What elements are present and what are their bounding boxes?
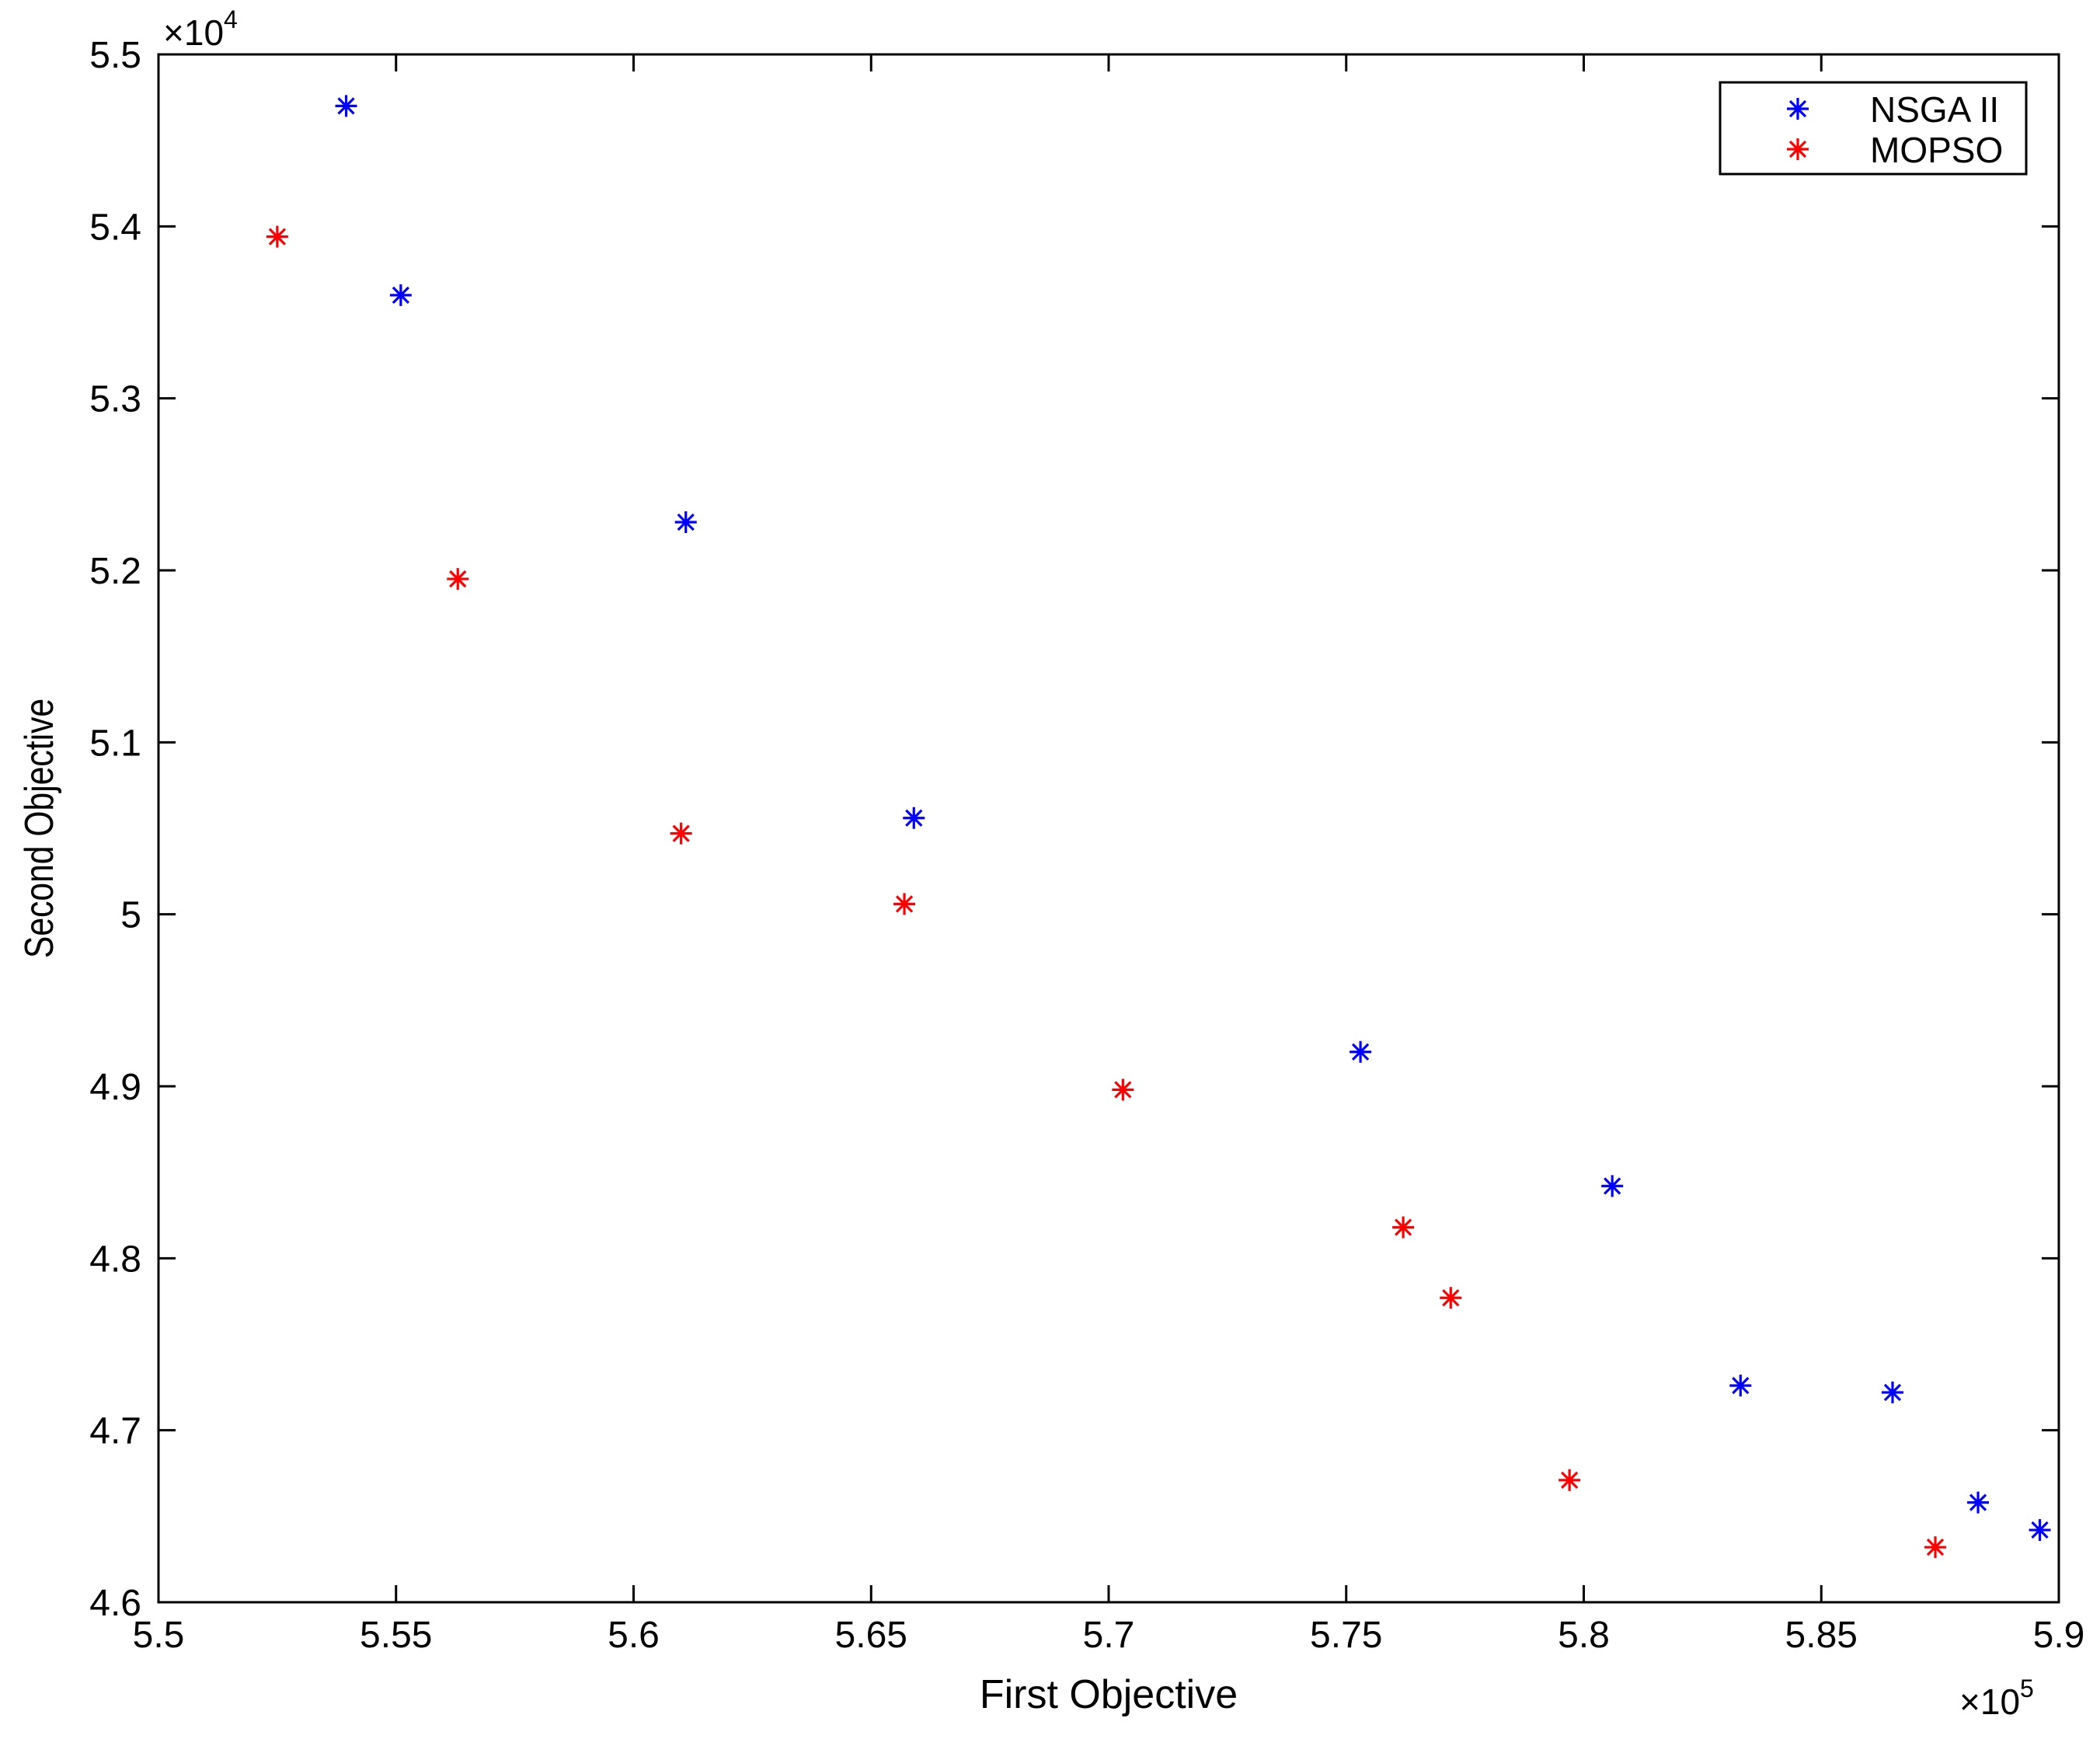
data-point-nsga-ii <box>1881 1381 1903 1403</box>
y-exponent-power: 4 <box>224 5 238 33</box>
data-point-nsga-ii <box>1967 1491 1990 1514</box>
y-tick-label: 5 <box>120 895 141 936</box>
data-point-nsga-ii <box>674 511 697 534</box>
x-tick-label: 5.85 <box>1785 1615 1858 1656</box>
legend-label-nsga-ii: NSGA II <box>1870 89 1999 130</box>
data-point-mopso <box>893 893 916 915</box>
data-point-mopso <box>1924 1536 1947 1559</box>
data-point-mopso <box>1558 1469 1581 1491</box>
y-tick-label: 4.7 <box>89 1411 141 1452</box>
plot-area-frame <box>157 53 2060 1604</box>
x-tick-label: 5.6 <box>608 1615 660 1656</box>
x-tick-label: 5.65 <box>835 1615 907 1656</box>
y-tick-label: 4.6 <box>89 1583 141 1624</box>
x-exponent-label: ×105 <box>1959 1675 2034 1722</box>
legend-marker-nsga-ii <box>1787 98 1809 120</box>
y-tick-label: 5.2 <box>89 551 141 592</box>
data-point-nsga-ii <box>2029 1519 2051 1542</box>
data-point-mopso <box>1440 1287 1462 1309</box>
y-tick-label: 4.9 <box>89 1067 141 1108</box>
series-nsga-ii <box>335 95 2051 1542</box>
legend-asterisk-mopso <box>1787 138 1809 160</box>
data-point-mopso <box>1112 1079 1134 1101</box>
series-mopso <box>266 225 1947 1559</box>
y-exponent-label: ×104 <box>163 5 238 53</box>
x-tick-label: 5.9 <box>2033 1615 2085 1656</box>
data-point-nsga-ii <box>903 807 925 829</box>
x-exponent-times: × <box>1959 1681 1980 1722</box>
legend-marker-mopso <box>1787 138 1809 160</box>
data-point-mopso <box>447 568 469 591</box>
y-exponent-times: × <box>163 12 184 53</box>
ticks-layer: 5.5 5.55 5.6 5.65 5.7 5.75 5.8 5.85 5.94.64.74.8… <box>89 35 2084 1656</box>
data-point-mopso <box>266 225 288 248</box>
data-point-nsga-ii <box>1729 1375 1752 1397</box>
x-tick-label: 5.7 <box>1083 1615 1135 1656</box>
x-exponent-base: 10 <box>1980 1681 2020 1722</box>
y-axis-title: Second Objective <box>17 699 62 958</box>
y-tick-label: 5.1 <box>89 723 141 764</box>
x-exponent-power: 5 <box>2020 1675 2034 1702</box>
y-tick-label: 4.8 <box>89 1239 141 1280</box>
x-tick-label: 5.5 <box>133 1615 185 1656</box>
x-axis-title: First Objective <box>980 1672 1238 1717</box>
x-tick-label: 5.55 <box>360 1615 432 1656</box>
data-point-mopso <box>670 822 692 845</box>
legend-box <box>1719 81 2028 176</box>
data-point-nsga-ii <box>335 95 357 117</box>
marks-layer <box>266 95 2051 1559</box>
y-exponent-base: 10 <box>184 12 224 53</box>
data-point-nsga-ii <box>389 284 412 306</box>
y-tick-label: 5.3 <box>89 379 141 420</box>
legend: NSGA II MOPSO <box>1719 81 2028 176</box>
y-tick-label: 5.5 <box>89 35 141 76</box>
x-tick-label: 5.8 <box>1558 1615 1610 1656</box>
y-tick-label: 5.4 <box>89 207 141 248</box>
legend-asterisk-nsga-ii <box>1787 98 1809 120</box>
x-tick-label: 5.75 <box>1310 1615 1382 1656</box>
legend-label-mopso: MOPSO <box>1870 130 2003 170</box>
data-point-nsga-ii <box>1350 1040 1372 1063</box>
data-point-nsga-ii <box>1601 1175 1624 1197</box>
data-point-mopso <box>1392 1216 1415 1239</box>
